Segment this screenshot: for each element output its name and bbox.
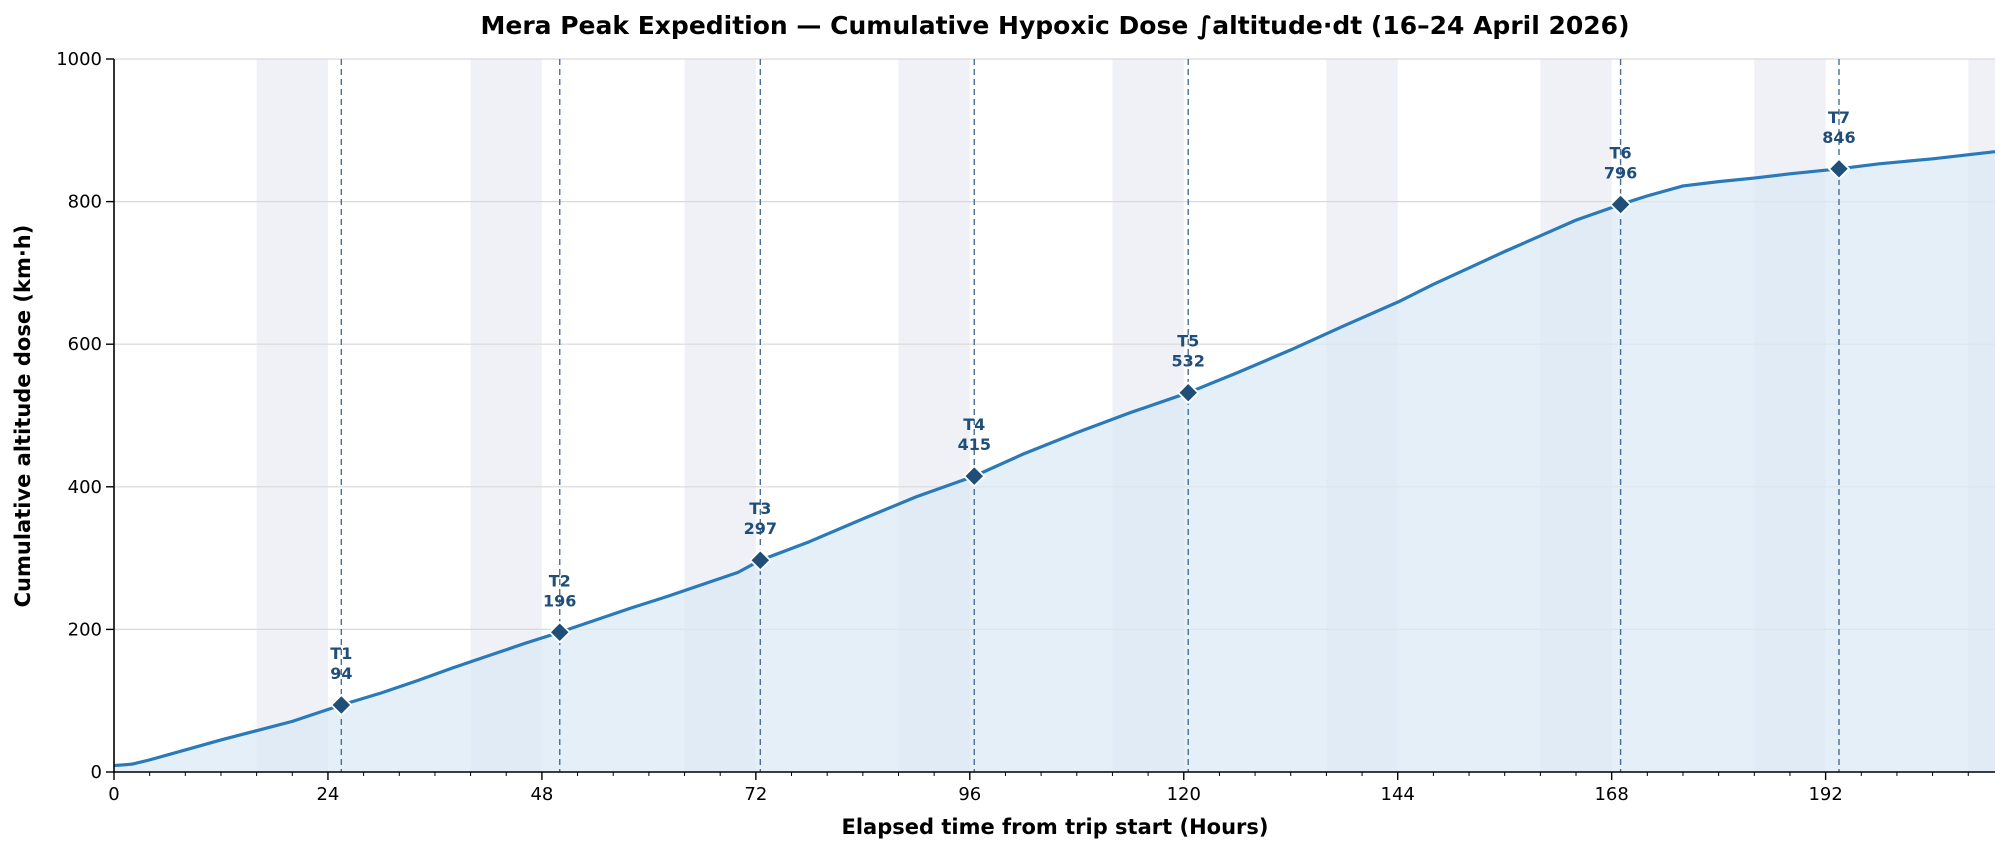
marker-label-name: T5 <box>1177 332 1199 351</box>
marker-label-value: 532 <box>1172 352 1205 371</box>
waypoint-marker <box>1176 381 1200 404</box>
marker-label-name: T1 <box>330 644 352 663</box>
waypoint-marker <box>330 693 353 717</box>
x-tick-label: 0 <box>108 784 119 805</box>
marker-label-name: T6 <box>1610 143 1632 162</box>
marker-label-name: T3 <box>749 499 771 518</box>
waypoint-marker <box>749 548 772 572</box>
marker-label-name: T4 <box>963 415 985 434</box>
marker-label-value: 94 <box>330 664 352 683</box>
y-axis-label: Cumulative altitude dose (km·h) <box>11 225 35 608</box>
waypoint-marker <box>1609 193 1632 216</box>
x-tick-label: 168 <box>1594 784 1628 805</box>
marker-label-value: 415 <box>958 435 991 454</box>
x-tick-label: 192 <box>1808 784 1842 805</box>
waypoint-marker <box>962 464 986 488</box>
marker-label-name: T2 <box>549 571 571 590</box>
y-tick-label: 0 <box>91 762 102 783</box>
x-tick-label: 24 <box>316 784 339 805</box>
x-tick-label: 72 <box>744 784 767 805</box>
x-tick-label: 120 <box>1167 784 1201 805</box>
x-tick-label: 48 <box>530 784 553 805</box>
marker-label-value: 846 <box>1822 128 1855 147</box>
marker-label-name: T7 <box>1828 108 1850 127</box>
y-tick-label: 400 <box>68 477 102 498</box>
x-tick-label: 144 <box>1381 784 1415 805</box>
night-band <box>256 59 328 772</box>
y-tick-label: 600 <box>68 334 102 355</box>
y-tick-label: 200 <box>68 619 102 640</box>
marker-label-value: 297 <box>744 519 777 538</box>
x-tick-label: 96 <box>958 784 981 805</box>
y-tick-label: 800 <box>68 192 102 213</box>
marker-label-value: 196 <box>543 591 576 610</box>
y-tick-label: 1000 <box>56 49 102 70</box>
x-axis-label: Elapsed time from trip start (Hours) <box>842 815 1269 839</box>
waypoint-marker <box>548 620 572 644</box>
area-fill <box>114 151 1995 772</box>
chart-title: Mera Peak Expedition — Cumulative Hypoxi… <box>481 11 1630 40</box>
waypoint-marker <box>1827 157 1851 181</box>
marker-label-value: 796 <box>1604 163 1637 182</box>
